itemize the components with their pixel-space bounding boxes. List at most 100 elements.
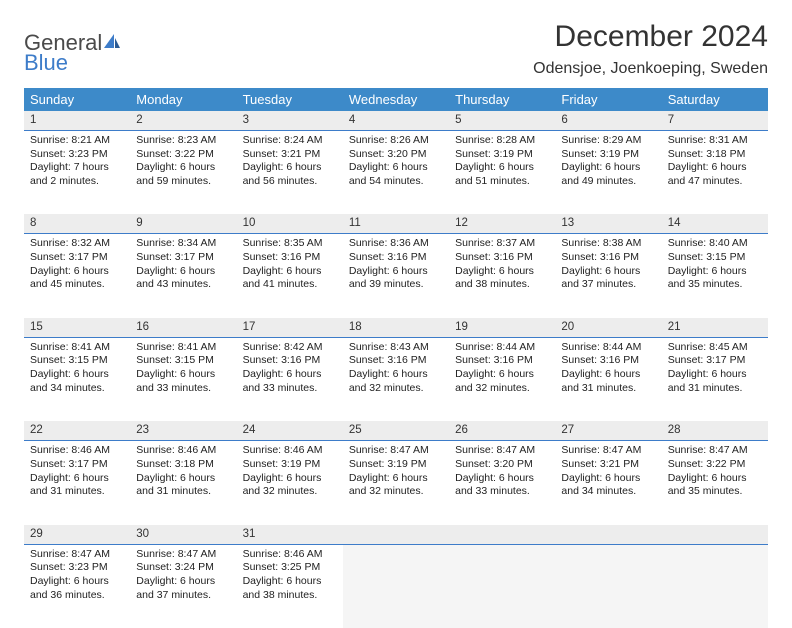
weekday-header-row: Sunday Monday Tuesday Wednesday Thursday… [24,88,768,111]
day-number-cell: 15 [24,318,130,337]
day-cell: Sunrise: 8:38 AMSunset: 3:16 PMDaylight:… [555,234,661,318]
sunset-text: Sunset: 3:21 PM [561,458,655,472]
sunset-text: Sunset: 3:15 PM [136,354,230,368]
sunrise-text: Sunrise: 8:41 AM [30,341,124,355]
day-content: Sunrise: 8:46 AMSunset: 3:19 PMDaylight:… [237,441,343,505]
day-content: Sunrise: 8:45 AMSunset: 3:17 PMDaylight:… [662,338,768,402]
day-number-cell: 11 [343,214,449,233]
day-cell [449,544,555,628]
day-content: Sunrise: 8:47 AMSunset: 3:24 PMDaylight:… [130,545,236,609]
day-cell: Sunrise: 8:37 AMSunset: 3:16 PMDaylight:… [449,234,555,318]
day-content: Sunrise: 8:26 AMSunset: 3:20 PMDaylight:… [343,131,449,195]
day-number-cell: 9 [130,214,236,233]
day-number-cell: 23 [130,421,236,440]
day-content: Sunrise: 8:43 AMSunset: 3:16 PMDaylight:… [343,338,449,402]
daylight-text: Daylight: 6 hours and 37 minutes. [136,575,230,602]
day-content: Sunrise: 8:44 AMSunset: 3:16 PMDaylight:… [555,338,661,402]
weekday-header: Sunday [24,88,130,111]
weekday-header: Tuesday [237,88,343,111]
day-content: Sunrise: 8:40 AMSunset: 3:15 PMDaylight:… [662,234,768,298]
day-number-cell: 3 [237,111,343,130]
day-cell: Sunrise: 8:47 AMSunset: 3:21 PMDaylight:… [555,441,661,525]
day-cell: Sunrise: 8:34 AMSunset: 3:17 PMDaylight:… [130,234,236,318]
weekday-header: Thursday [449,88,555,111]
sunrise-text: Sunrise: 8:31 AM [668,134,762,148]
sunrise-text: Sunrise: 8:38 AM [561,237,655,251]
daylight-text: Daylight: 6 hours and 45 minutes. [30,265,124,292]
sunset-text: Sunset: 3:17 PM [30,458,124,472]
sunrise-text: Sunrise: 8:46 AM [136,444,230,458]
sunrise-text: Sunrise: 8:36 AM [349,237,443,251]
sunset-text: Sunset: 3:17 PM [136,251,230,265]
day-cell: Sunrise: 8:44 AMSunset: 3:16 PMDaylight:… [449,337,555,421]
sunrise-text: Sunrise: 8:37 AM [455,237,549,251]
daylight-text: Daylight: 6 hours and 36 minutes. [30,575,124,602]
daylight-text: Daylight: 6 hours and 32 minutes. [455,368,549,395]
day-content: Sunrise: 8:29 AMSunset: 3:19 PMDaylight:… [555,131,661,195]
day-content: Sunrise: 8:41 AMSunset: 3:15 PMDaylight:… [130,338,236,402]
day-content: Sunrise: 8:47 AMSunset: 3:20 PMDaylight:… [449,441,555,505]
page-title: December 2024 [533,20,768,54]
sunset-text: Sunset: 3:19 PM [243,458,337,472]
daylight-text: Daylight: 6 hours and 32 minutes. [349,368,443,395]
day-number-cell: 27 [555,421,661,440]
day-cell: Sunrise: 8:41 AMSunset: 3:15 PMDaylight:… [130,337,236,421]
day-cell: Sunrise: 8:36 AMSunset: 3:16 PMDaylight:… [343,234,449,318]
day-number-cell: 14 [662,214,768,233]
weekday-header: Monday [130,88,236,111]
day-number-row: 15161718192021 [24,318,768,337]
day-cell: Sunrise: 8:46 AMSunset: 3:17 PMDaylight:… [24,441,130,525]
daylight-text: Daylight: 6 hours and 32 minutes. [243,472,337,499]
day-number-cell: 21 [662,318,768,337]
day-content: Sunrise: 8:47 AMSunset: 3:19 PMDaylight:… [343,441,449,505]
daylight-text: Daylight: 6 hours and 31 minutes. [668,368,762,395]
sunset-text: Sunset: 3:16 PM [561,251,655,265]
calendar-body: 1234567Sunrise: 8:21 AMSunset: 3:23 PMDa… [24,111,768,628]
day-content-row: Sunrise: 8:46 AMSunset: 3:17 PMDaylight:… [24,441,768,525]
title-block: December 2024 Odensjoe, Joenkoeping, Swe… [533,20,768,78]
sunset-text: Sunset: 3:16 PM [561,354,655,368]
sunset-text: Sunset: 3:18 PM [136,458,230,472]
day-number-row: 891011121314 [24,214,768,233]
day-number-cell: 18 [343,318,449,337]
sunrise-text: Sunrise: 8:34 AM [136,237,230,251]
daylight-text: Daylight: 6 hours and 47 minutes. [668,161,762,188]
sunrise-text: Sunrise: 8:28 AM [455,134,549,148]
day-cell: Sunrise: 8:44 AMSunset: 3:16 PMDaylight:… [555,337,661,421]
day-cell: Sunrise: 8:31 AMSunset: 3:18 PMDaylight:… [662,130,768,214]
day-content: Sunrise: 8:47 AMSunset: 3:21 PMDaylight:… [555,441,661,505]
sunset-text: Sunset: 3:19 PM [455,148,549,162]
day-cell: Sunrise: 8:47 AMSunset: 3:23 PMDaylight:… [24,544,130,628]
sunrise-text: Sunrise: 8:29 AM [561,134,655,148]
sunrise-text: Sunrise: 8:46 AM [243,548,337,562]
sunrise-text: Sunrise: 8:26 AM [349,134,443,148]
daylight-text: Daylight: 6 hours and 33 minutes. [455,472,549,499]
daylight-text: Daylight: 6 hours and 34 minutes. [30,368,124,395]
weekday-header: Friday [555,88,661,111]
sunrise-text: Sunrise: 8:47 AM [136,548,230,562]
day-content: Sunrise: 8:47 AMSunset: 3:22 PMDaylight:… [662,441,768,505]
daylight-text: Daylight: 6 hours and 35 minutes. [668,472,762,499]
sunrise-text: Sunrise: 8:24 AM [243,134,337,148]
sunset-text: Sunset: 3:16 PM [349,251,443,265]
day-cell: Sunrise: 8:32 AMSunset: 3:17 PMDaylight:… [24,234,130,318]
sunrise-text: Sunrise: 8:44 AM [561,341,655,355]
logo-sail-icon [102,32,122,53]
day-content: Sunrise: 8:38 AMSunset: 3:16 PMDaylight:… [555,234,661,298]
daylight-text: Daylight: 6 hours and 49 minutes. [561,161,655,188]
day-number-cell: 13 [555,214,661,233]
sunrise-text: Sunrise: 8:46 AM [30,444,124,458]
sunset-text: Sunset: 3:25 PM [243,561,337,575]
day-content: Sunrise: 8:21 AMSunset: 3:23 PMDaylight:… [24,131,130,195]
day-content: Sunrise: 8:34 AMSunset: 3:17 PMDaylight:… [130,234,236,298]
location-text: Odensjoe, Joenkoeping, Sweden [533,60,768,78]
calendar-table: Sunday Monday Tuesday Wednesday Thursday… [24,88,768,628]
logo-line2: Blue [24,50,68,75]
day-cell: Sunrise: 8:47 AMSunset: 3:19 PMDaylight:… [343,441,449,525]
sunset-text: Sunset: 3:19 PM [561,148,655,162]
daylight-text: Daylight: 6 hours and 33 minutes. [136,368,230,395]
daylight-text: Daylight: 6 hours and 59 minutes. [136,161,230,188]
day-number-cell: 5 [449,111,555,130]
day-content: Sunrise: 8:42 AMSunset: 3:16 PMDaylight:… [237,338,343,402]
day-number-cell [449,525,555,544]
